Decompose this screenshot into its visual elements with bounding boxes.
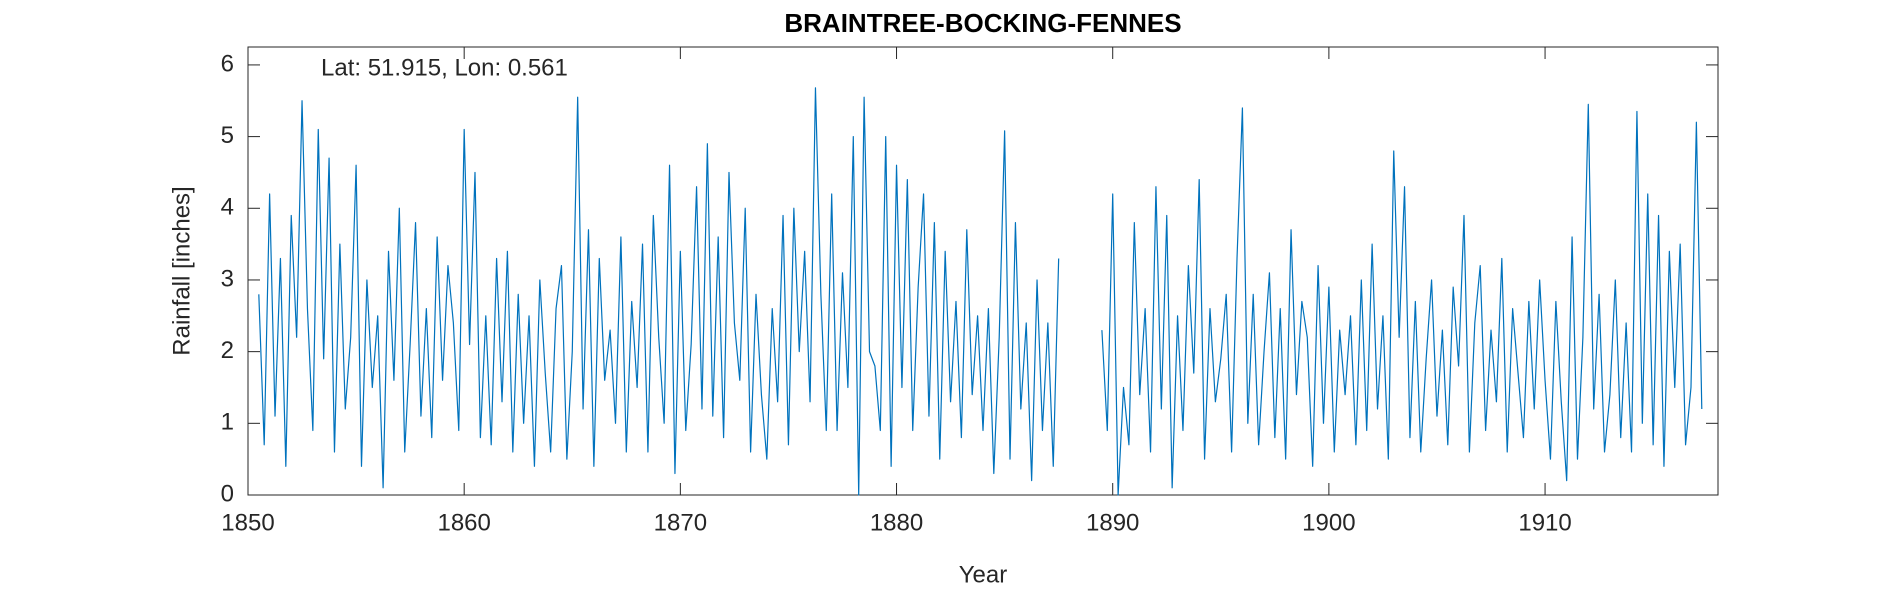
x-axis-label: Year (959, 561, 1008, 588)
y-tick-label: 1 (221, 409, 234, 436)
data-line (258, 87, 1703, 496)
x-tick-label: 1890 (1086, 509, 1139, 536)
y-axis-label: Rainfall [inches] (168, 186, 195, 355)
x-tick-label: 1870 (654, 509, 707, 536)
x-tick-label: 1910 (1518, 509, 1571, 536)
x-tick-label: 1880 (870, 509, 923, 536)
x-tick-label: 1860 (437, 509, 490, 536)
y-tick-label: 4 (221, 194, 234, 221)
y-tick-label: 5 (221, 122, 234, 149)
y-tick-label: 3 (221, 265, 234, 292)
y-tick-label: 6 (221, 50, 234, 77)
y-tick-label: 2 (221, 337, 234, 364)
x-tick-label: 1850 (221, 509, 274, 536)
x-tick-label: 1900 (1302, 509, 1355, 536)
y-tick-label: 0 (221, 480, 234, 507)
chart-title: BRAINTREE-BOCKING-FENNES (784, 8, 1181, 38)
annotation: Lat: 51.915, Lon: 0.561 (321, 54, 568, 81)
